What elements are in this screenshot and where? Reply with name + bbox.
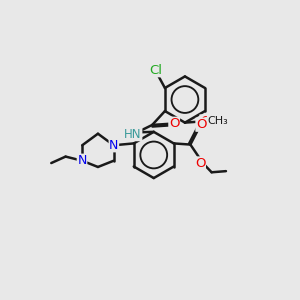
Text: O: O	[169, 117, 179, 130]
Text: O: O	[200, 115, 211, 128]
Text: CH₃: CH₃	[207, 116, 228, 127]
Text: N: N	[109, 139, 119, 152]
Text: Cl: Cl	[149, 64, 162, 77]
Text: O: O	[195, 157, 205, 170]
Text: N: N	[77, 154, 87, 167]
Text: O: O	[196, 118, 206, 131]
Text: HN: HN	[124, 128, 142, 141]
